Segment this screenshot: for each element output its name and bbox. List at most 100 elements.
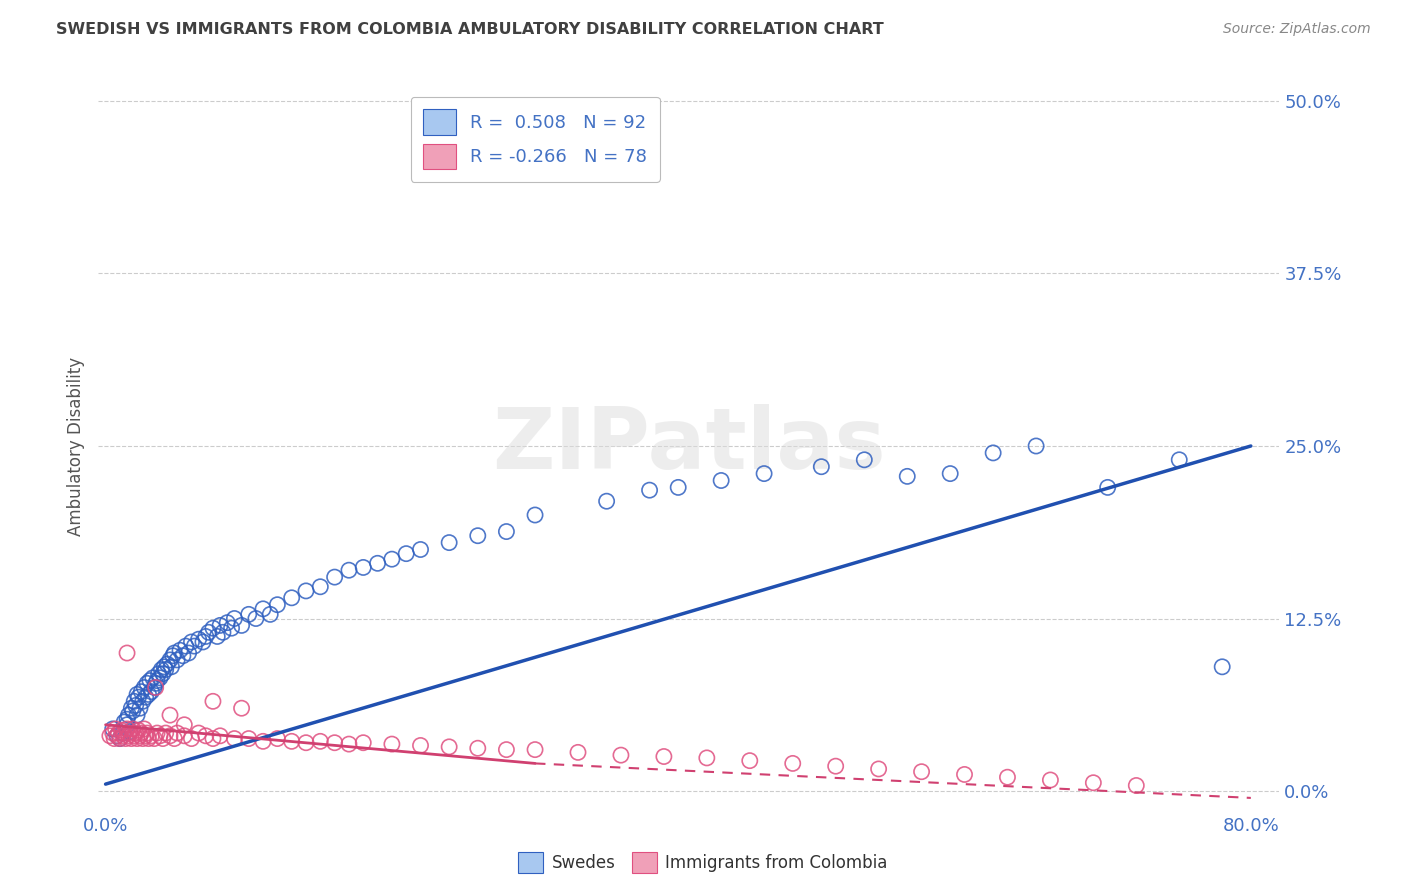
Point (183, 639, 205, 653)
Text: SWEDISH VS IMMIGRANTS FROM COLOMBIA AMBULATORY DISABILITY CORRELATION CHART: SWEDISH VS IMMIGRANTS FROM COLOMBIA AMBU… (56, 22, 884, 37)
Point (224, 611, 246, 625)
Point (101, 726, 124, 740)
Point (409, 739, 432, 753)
Point (567, 745, 589, 759)
Point (245, 611, 267, 625)
Point (201, 694, 224, 708)
Point (125, 687, 148, 701)
Point (595, 494, 617, 508)
Point (128, 723, 150, 738)
Legend: R =  0.508   N = 92, R = -0.266   N = 78: R = 0.508 N = 92, R = -0.266 N = 78 (411, 96, 659, 182)
Point (159, 729, 181, 743)
Point (118, 726, 141, 740)
Point (437, 739, 460, 754)
Point (142, 671, 165, 685)
Point (191, 635, 214, 649)
Legend: Swedes, Immigrants from Colombia: Swedes, Immigrants from Colombia (512, 846, 894, 880)
Point (120, 701, 142, 715)
Point (295, 583, 318, 598)
Point (153, 660, 176, 674)
Point (152, 666, 174, 681)
Point (395, 547, 418, 561)
Point (238, 607, 260, 622)
Point (173, 718, 195, 732)
Point (180, 731, 202, 746)
Point (105, 729, 128, 743)
Point (134, 681, 156, 695)
Point (159, 708, 181, 723)
Point (238, 731, 260, 746)
Point (141, 684, 163, 698)
Point (231, 618, 253, 632)
Point (138, 731, 160, 746)
Point (187, 632, 209, 647)
Point (143, 681, 166, 695)
Point (207, 630, 229, 644)
Point (309, 580, 332, 594)
Point (134, 722, 156, 736)
Point (381, 552, 404, 566)
Point (152, 731, 174, 746)
Point (160, 660, 183, 674)
Point (131, 726, 153, 740)
Point (309, 734, 332, 748)
Point (201, 731, 224, 746)
Y-axis label: Ambulatory Disability: Ambulatory Disability (66, 357, 84, 535)
Point (252, 734, 274, 748)
Point (337, 563, 360, 577)
Point (111, 726, 134, 740)
Point (381, 737, 404, 751)
Point (467, 741, 489, 756)
Point (194, 630, 217, 644)
Point (1083, 776, 1105, 790)
Point (610, 748, 633, 763)
Point (118, 724, 141, 739)
Point (367, 557, 389, 571)
Point (125, 708, 148, 723)
Point (224, 731, 246, 746)
Point (295, 736, 318, 750)
Point (259, 607, 281, 622)
Point (467, 529, 489, 543)
Point (143, 731, 166, 746)
Point (162, 648, 184, 663)
Point (209, 729, 232, 743)
Point (128, 690, 150, 705)
Point (981, 446, 1004, 460)
Point (221, 621, 243, 635)
Point (169, 643, 191, 657)
Point (177, 646, 200, 660)
Point (910, 764, 932, 779)
Point (124, 698, 146, 713)
Point (194, 729, 217, 743)
Point (868, 762, 890, 776)
Point (135, 729, 157, 743)
Point (524, 508, 547, 522)
Point (1168, 452, 1191, 467)
Point (155, 726, 177, 740)
Point (231, 701, 253, 715)
Point (166, 653, 188, 667)
Point (252, 602, 274, 616)
Point (163, 731, 186, 746)
Point (115, 712, 138, 726)
Point (197, 625, 219, 640)
Point (110, 723, 132, 738)
Point (115, 646, 138, 660)
Point (141, 729, 163, 743)
Point (148, 666, 170, 681)
Point (174, 639, 197, 653)
Point (323, 736, 346, 750)
Point (853, 452, 876, 467)
Point (145, 676, 167, 690)
Point (125, 731, 148, 746)
Point (112, 714, 135, 729)
Point (108, 731, 131, 746)
Point (782, 756, 804, 771)
Point (638, 483, 661, 498)
Point (139, 673, 162, 688)
Point (409, 542, 432, 557)
Point (266, 731, 288, 746)
Point (280, 591, 302, 605)
Point (149, 671, 172, 685)
